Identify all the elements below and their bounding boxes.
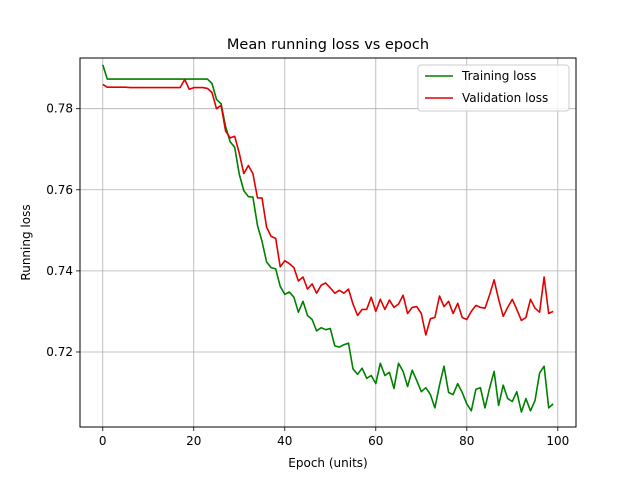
x-tick-label: 80: [459, 434, 474, 448]
legend-label: Training loss: [461, 69, 536, 83]
x-tick-label: 0: [99, 434, 107, 448]
plot-frame: [79, 57, 577, 428]
x-tick-label: 100: [546, 434, 569, 448]
x-tick-label: 40: [277, 434, 292, 448]
y-axis-label: Running loss: [19, 204, 33, 280]
y-tick-label: 0.72: [46, 345, 73, 359]
legend: Training loss Validation loss: [417, 64, 570, 112]
legend-label: Validation loss: [462, 91, 548, 105]
legend-box: [417, 64, 570, 112]
series-line-validation-loss: [102, 78, 554, 336]
series-line-training-loss: [102, 64, 554, 413]
y-tick-label: 0.76: [46, 183, 73, 197]
x-tick-label: 60: [368, 434, 383, 448]
x-axis-label: Epoch (units): [288, 456, 367, 470]
series-layer: [102, 64, 554, 413]
y-tick-label: 0.78: [46, 102, 73, 116]
chart-title: Mean running loss vs epoch: [227, 37, 429, 53]
ticks: 0 20 40 60 80 100 0.72 0.74 0.76 0.78: [46, 102, 569, 448]
y-tick-label: 0.74: [46, 264, 73, 278]
x-tick-label: 20: [186, 434, 201, 448]
